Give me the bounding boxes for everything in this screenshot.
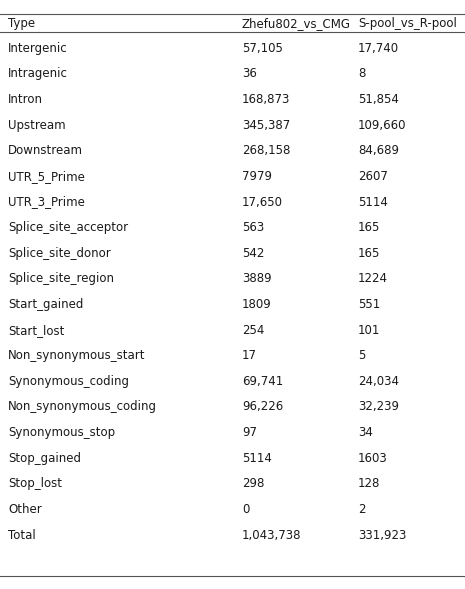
Text: Other: Other xyxy=(8,503,42,516)
Text: UTR_3_Prime: UTR_3_Prime xyxy=(8,196,85,209)
Text: Stop_lost: Stop_lost xyxy=(8,477,62,491)
Text: Upstream: Upstream xyxy=(8,118,66,132)
Text: 2: 2 xyxy=(358,503,365,516)
Text: 1,043,738: 1,043,738 xyxy=(242,528,301,542)
Text: 542: 542 xyxy=(242,247,265,260)
Text: 109,660: 109,660 xyxy=(358,118,406,132)
Text: 34: 34 xyxy=(358,426,373,439)
Text: 0: 0 xyxy=(242,503,249,516)
Text: Splice_site_region: Splice_site_region xyxy=(8,272,114,286)
Text: Splice_site_acceptor: Splice_site_acceptor xyxy=(8,221,128,234)
Text: Zhefu802_vs_CMG: Zhefu802_vs_CMG xyxy=(242,17,351,30)
Text: Downstream: Downstream xyxy=(8,144,83,157)
Text: 7979: 7979 xyxy=(242,170,272,183)
Text: Type: Type xyxy=(8,17,35,30)
Text: 3889: 3889 xyxy=(242,272,272,286)
Text: 17,740: 17,740 xyxy=(358,42,399,55)
Text: 84,689: 84,689 xyxy=(358,144,399,157)
Text: 1809: 1809 xyxy=(242,298,272,311)
Text: Non_synonymous_start: Non_synonymous_start xyxy=(8,349,146,362)
Text: 57,105: 57,105 xyxy=(242,42,283,55)
Text: Start_gained: Start_gained xyxy=(8,298,83,311)
Text: 165: 165 xyxy=(358,247,380,260)
Text: 345,387: 345,387 xyxy=(242,118,290,132)
Text: 165: 165 xyxy=(358,221,380,234)
Text: Non_synonymous_coding: Non_synonymous_coding xyxy=(8,401,157,413)
Text: 5114: 5114 xyxy=(358,196,388,209)
Text: 69,741: 69,741 xyxy=(242,375,283,388)
Text: 17,650: 17,650 xyxy=(242,196,283,209)
Text: UTR_5_Prime: UTR_5_Prime xyxy=(8,170,85,183)
Text: Synonymous_stop: Synonymous_stop xyxy=(8,426,115,439)
Text: Synonymous_coding: Synonymous_coding xyxy=(8,375,129,388)
Text: 268,158: 268,158 xyxy=(242,144,290,157)
Text: 36: 36 xyxy=(242,67,257,81)
Text: 96,226: 96,226 xyxy=(242,401,283,413)
Text: 1603: 1603 xyxy=(358,452,388,465)
Text: S-pool_vs_R-pool: S-pool_vs_R-pool xyxy=(358,17,457,30)
Text: 128: 128 xyxy=(358,477,380,491)
Text: Splice_site_donor: Splice_site_donor xyxy=(8,247,111,260)
Text: 551: 551 xyxy=(358,298,380,311)
Text: 168,873: 168,873 xyxy=(242,93,290,106)
Text: 97: 97 xyxy=(242,426,257,439)
Text: 5: 5 xyxy=(358,349,365,362)
Text: Start_lost: Start_lost xyxy=(8,323,64,337)
Text: Intron: Intron xyxy=(8,93,43,106)
Text: 298: 298 xyxy=(242,477,265,491)
Text: 101: 101 xyxy=(358,323,380,337)
Text: Total: Total xyxy=(8,528,36,542)
Text: Stop_gained: Stop_gained xyxy=(8,452,81,465)
Text: 17: 17 xyxy=(242,349,257,362)
Text: 331,923: 331,923 xyxy=(358,528,406,542)
Text: 563: 563 xyxy=(242,221,264,234)
Text: 32,239: 32,239 xyxy=(358,401,399,413)
Text: 51,854: 51,854 xyxy=(358,93,399,106)
Text: 254: 254 xyxy=(242,323,265,337)
Text: 1224: 1224 xyxy=(358,272,388,286)
Text: 24,034: 24,034 xyxy=(358,375,399,388)
Text: 5114: 5114 xyxy=(242,452,272,465)
Text: Intergenic: Intergenic xyxy=(8,42,67,55)
Text: Intragenic: Intragenic xyxy=(8,67,68,81)
Text: 8: 8 xyxy=(358,67,365,81)
Text: 2607: 2607 xyxy=(358,170,388,183)
